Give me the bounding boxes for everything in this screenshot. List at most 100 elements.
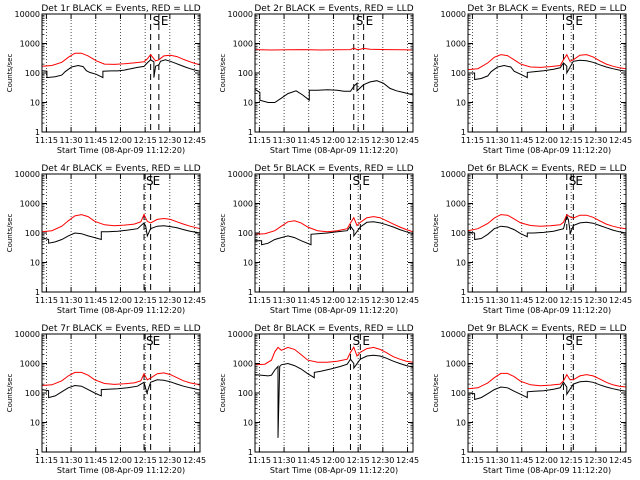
x-axis-label: Start Time (08-Apr-09 11:12:20) — [483, 306, 611, 315]
y-tick-label: 100 — [25, 229, 40, 238]
marker-label-e: E — [575, 174, 583, 188]
plot-frame — [41, 333, 201, 453]
y-tick-label: 1 — [461, 288, 466, 297]
plot-title: Det 3r BLACK = Events, RED = LLD — [467, 4, 626, 14]
y-tick-label: 10 — [30, 419, 40, 428]
x-tick-label: 11:45 — [84, 456, 107, 465]
x-tick-label: 11:15 — [461, 136, 484, 145]
y-tick-label: 10 — [30, 99, 40, 108]
x-tick-label: 11:15 — [248, 296, 271, 305]
y-axis-label: Counts/sec — [6, 54, 14, 93]
marker-label-s: S — [352, 334, 360, 348]
y-tick-label: 1 — [461, 128, 466, 137]
x-tick-label: 12:30 — [158, 296, 181, 305]
x-tick-label: 12:00 — [322, 136, 345, 145]
marker-label-s: S — [356, 14, 364, 28]
y-tick-label: 1000 — [446, 40, 466, 49]
series-line-events — [254, 354, 414, 438]
marker-label-s: S — [146, 174, 154, 188]
series-line-lld — [41, 52, 201, 67]
x-tick-label: 11:45 — [84, 296, 107, 305]
y-tick-label: 100 — [238, 69, 253, 78]
x-tick-label: 12:15 — [347, 136, 370, 145]
x-tick-label: 12:00 — [535, 456, 558, 465]
plot-frame — [41, 173, 201, 293]
y-tick-label: 10000 — [15, 330, 40, 339]
y-tick-label: 1 — [248, 288, 253, 297]
x-tick-label: 12:30 — [584, 296, 607, 305]
x-tick-label: 12:45 — [183, 296, 206, 305]
series-line-events — [254, 80, 414, 103]
x-tick-label: 12:45 — [396, 296, 419, 305]
y-tick-label: 10 — [30, 259, 40, 268]
y-tick-label: 1000 — [20, 200, 40, 209]
marker-label-e: E — [161, 14, 169, 28]
plot-title: Det 2r BLACK = Events, RED = LLD — [254, 4, 413, 14]
y-tick-label: 1000 — [233, 200, 253, 209]
marker-label-e: E — [575, 334, 583, 348]
y-tick-label: 100 — [238, 229, 253, 238]
x-tick-label: 12:45 — [609, 136, 632, 145]
y-tick-label: 100 — [238, 389, 253, 398]
series-line-events — [468, 59, 627, 81]
series-line-lld — [467, 53, 627, 71]
x-tick-label: 12:15 — [560, 296, 583, 305]
x-tick-label: 12:15 — [560, 456, 583, 465]
series-line-events — [467, 214, 627, 241]
x-tick-label: 11:30 — [486, 136, 509, 145]
series-line-events — [41, 222, 201, 244]
x-axis-label: Start Time (08-Apr-09 11:12:20) — [483, 146, 611, 155]
plot-frame — [254, 173, 414, 293]
y-axis-label: Counts/sec — [432, 214, 440, 253]
y-axis-label: Counts/sec — [219, 214, 227, 253]
y-tick-label: 100 — [25, 69, 40, 78]
x-tick-label: 11:15 — [35, 296, 58, 305]
y-tick-label: 100 — [25, 389, 40, 398]
x-tick-label: 12:00 — [109, 456, 132, 465]
x-tick-label: 12:30 — [371, 136, 394, 145]
y-axis-label: Counts/sec — [6, 374, 14, 413]
x-tick-label: 11:30 — [60, 136, 83, 145]
series-line-lld — [254, 216, 414, 235]
x-tick-label: 12:30 — [371, 456, 394, 465]
x-tick-label: 12:45 — [396, 456, 419, 465]
y-tick-label: 10 — [456, 419, 466, 428]
x-tick-label: 11:30 — [60, 296, 83, 305]
y-tick-label: 10000 — [441, 170, 466, 179]
plot-frame — [41, 13, 201, 133]
plot-title: Det 1r BLACK = Events, RED = LLD — [41, 4, 200, 14]
x-tick-label: 12:15 — [134, 456, 157, 465]
marker-label-e: E — [153, 174, 161, 188]
y-tick-label: 1 — [35, 288, 40, 297]
marker-label-s: S — [565, 14, 573, 28]
x-tick-label: 12:30 — [158, 456, 181, 465]
x-tick-label: 12:30 — [584, 136, 607, 145]
x-tick-label: 11:45 — [84, 136, 107, 145]
series-line-events — [41, 59, 201, 79]
marker-label-s: S — [352, 174, 360, 188]
series-line-lld — [467, 213, 627, 232]
marker-label-s: S — [146, 334, 154, 348]
marker-label-s: S — [153, 14, 161, 28]
y-axis-label: Counts/sec — [432, 374, 440, 413]
x-tick-label: 12:00 — [322, 456, 345, 465]
y-tick-label: 10000 — [228, 170, 253, 179]
series-line-lld — [254, 345, 414, 366]
x-tick-label: 12:00 — [535, 296, 558, 305]
x-tick-label: 11:45 — [510, 296, 533, 305]
y-tick-label: 100 — [451, 229, 466, 238]
x-tick-label: 12:15 — [134, 136, 157, 145]
y-tick-label: 1 — [248, 448, 253, 457]
x-tick-label: 12:45 — [609, 456, 632, 465]
y-tick-label: 100 — [451, 389, 466, 398]
plot-frame — [467, 13, 627, 133]
series-line-lld — [41, 371, 201, 386]
x-tick-label: 12:15 — [347, 456, 370, 465]
plot-title: Det 7r BLACK = Events, RED = LLD — [41, 324, 200, 334]
x-tick-label: 11:45 — [297, 296, 320, 305]
x-axis-label: Start Time (08-Apr-09 11:12:20) — [270, 466, 398, 475]
